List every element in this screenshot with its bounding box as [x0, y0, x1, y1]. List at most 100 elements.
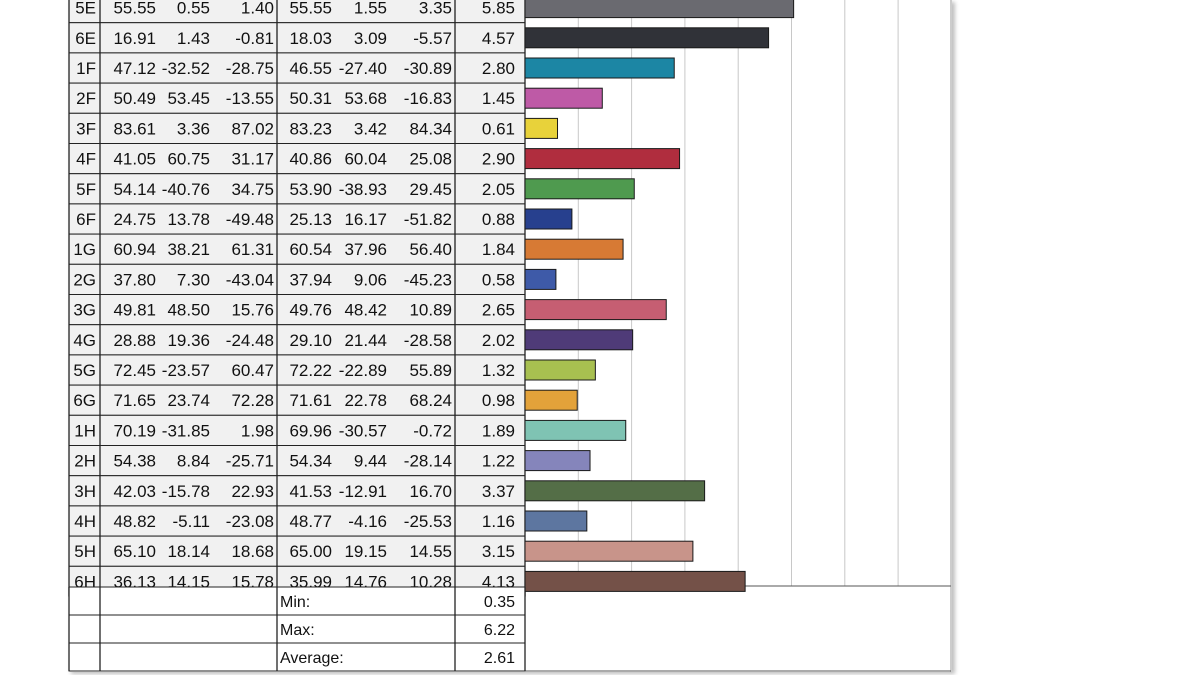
measured-value: 54.34	[289, 452, 332, 471]
measured-value: -22.89	[339, 361, 387, 380]
measured-value: 48.77	[289, 512, 332, 531]
row-background	[68, 112, 526, 145]
measured-value: -5.57	[413, 29, 452, 48]
patch-id: 3H	[74, 482, 96, 501]
measured-value: 65.00	[289, 542, 332, 561]
measured-value: 19.15	[344, 542, 387, 561]
measured-value: -12.91	[339, 482, 387, 501]
patch-id: 2H	[74, 452, 96, 471]
measured-value: 18.03	[289, 29, 332, 48]
measured-value: 55.55	[289, 0, 332, 18]
reference-value: 48.50	[167, 301, 210, 320]
reference-value: -25.71	[226, 452, 274, 471]
measured-value: 84.34	[409, 119, 452, 138]
table-row: 3G 49.81 48.50 15.76 49.76 48.42 10.89 2.65	[68, 294, 526, 326]
table-row: 4G 28.88 19.36 -24.48 29.10 21.44 -28.58 2.02	[68, 324, 526, 356]
measured-value: 56.40	[409, 240, 452, 259]
reference-value: 72.45	[113, 361, 156, 380]
delta-e-value: 2.02	[482, 331, 515, 350]
reference-value: 65.10	[113, 542, 156, 561]
measured-value: 50.31	[289, 89, 332, 108]
reference-value: 13.78	[167, 210, 210, 229]
reference-value: -24.48	[226, 331, 274, 350]
measured-value: 25.13	[289, 210, 332, 229]
measured-value: 40.86	[289, 150, 332, 169]
reference-value: 28.88	[113, 331, 156, 350]
summary-row: Max: 6.22	[68, 614, 526, 644]
bar-6e	[524, 27, 770, 49]
reference-value: 19.36	[167, 331, 210, 350]
reference-value: 3.36	[177, 119, 210, 138]
reference-value: 71.65	[113, 391, 156, 410]
reference-value: -49.48	[226, 210, 274, 229]
measured-value: 16.70	[409, 482, 452, 501]
patch-id: 6F	[76, 210, 96, 229]
table-row: 3H 42.03 -15.78 22.93 41.53 -12.91 16.70 3.37	[68, 475, 526, 507]
bar-4f	[524, 148, 681, 170]
measured-value: 49.76	[289, 301, 332, 320]
reference-value: 60.75	[167, 150, 210, 169]
row-background	[68, 263, 526, 295]
table-row: 5E 55.55 0.55 1.40 55.55 1.55 3.35 5.85	[68, 0, 526, 24]
bar-4h	[524, 510, 588, 532]
reference-value: -23.08	[226, 512, 274, 531]
bar-4g	[524, 329, 634, 351]
table-row: 2G 37.80 7.30 -43.04 37.94 9.06 -45.23 0.58	[68, 263, 526, 295]
bar-6f	[524, 208, 573, 230]
reference-value: 15.76	[231, 301, 274, 320]
bar-5g	[524, 359, 596, 381]
summary-table: Min: 0.35 Max: 6.22 Average: 2.61	[68, 586, 526, 672]
patch-id: 1G	[73, 240, 96, 259]
measured-value: 14.55	[409, 542, 452, 561]
measured-value: -28.58	[404, 331, 452, 350]
measured-value: 3.35	[419, 0, 452, 18]
reference-value: 1.40	[241, 0, 274, 18]
row-background	[68, 294, 526, 326]
reference-value: 22.93	[231, 482, 274, 501]
delta-e-value: 2.90	[482, 150, 515, 169]
measured-value: 22.78	[344, 391, 387, 410]
measured-value: 41.53	[289, 482, 332, 501]
table-row: 5G 72.45 -23.57 60.47 72.22 -22.89 55.89 1.32	[68, 354, 526, 386]
reference-value: 49.81	[113, 301, 156, 320]
patch-id: 5F	[76, 180, 96, 199]
reference-value: 61.31	[231, 240, 274, 259]
measured-value: 83.23	[289, 119, 332, 138]
delta-e-value: 1.32	[482, 361, 515, 380]
table-row: 1G 60.94 38.21 61.31 60.54 37.96 56.40 1.84	[68, 233, 526, 265]
bar-5e	[524, 0, 795, 19]
measured-value: 48.42	[344, 301, 387, 320]
bar-1f	[524, 57, 675, 79]
delta-e-value: 0.58	[482, 270, 515, 289]
measured-value: 1.55	[354, 0, 387, 18]
patch-id: 2F	[76, 89, 96, 108]
bar-1g	[524, 238, 624, 260]
measured-value: 60.54	[289, 240, 332, 259]
reference-value: 41.05	[113, 150, 156, 169]
measured-value: 10.89	[409, 301, 452, 320]
row-background	[68, 22, 526, 54]
bar-6g	[524, 389, 578, 411]
measured-value: 3.09	[354, 29, 387, 48]
summary-row: Min: 0.35	[68, 586, 526, 616]
measured-value: 60.04	[344, 150, 387, 169]
table-row: 6F 24.75 13.78 -49.48 25.13 16.17 -51.82 0.88	[68, 203, 526, 235]
bar-2g	[524, 268, 557, 290]
measured-value: 53.90	[289, 180, 332, 199]
reference-value: 24.75	[113, 210, 156, 229]
delta-e-value: 2.80	[482, 59, 515, 78]
delta-e-value: 3.15	[482, 542, 515, 561]
measured-value: 37.96	[344, 240, 387, 259]
summary-value: 2.61	[484, 650, 515, 667]
measured-value: 16.17	[344, 210, 387, 229]
measured-value: 21.44	[344, 331, 387, 350]
table-row: 2H 54.38 8.84 -25.71 54.34 9.44 -28.14 1.22	[68, 445, 526, 477]
measured-value: 53.68	[344, 89, 387, 108]
reference-value: 55.55	[113, 0, 156, 18]
measurement-table: 5E 55.55 0.55 1.40 55.55 1.55 3.35 5.85 6E 16.91 1…	[68, 0, 526, 597]
delta-e-value: 1.84	[482, 240, 515, 259]
bar-1h	[524, 419, 627, 441]
bar-2h	[524, 450, 591, 472]
table-row: 5F 54.14 -40.76 34.75 53.90 -38.93 29.45 2.05	[68, 173, 526, 205]
